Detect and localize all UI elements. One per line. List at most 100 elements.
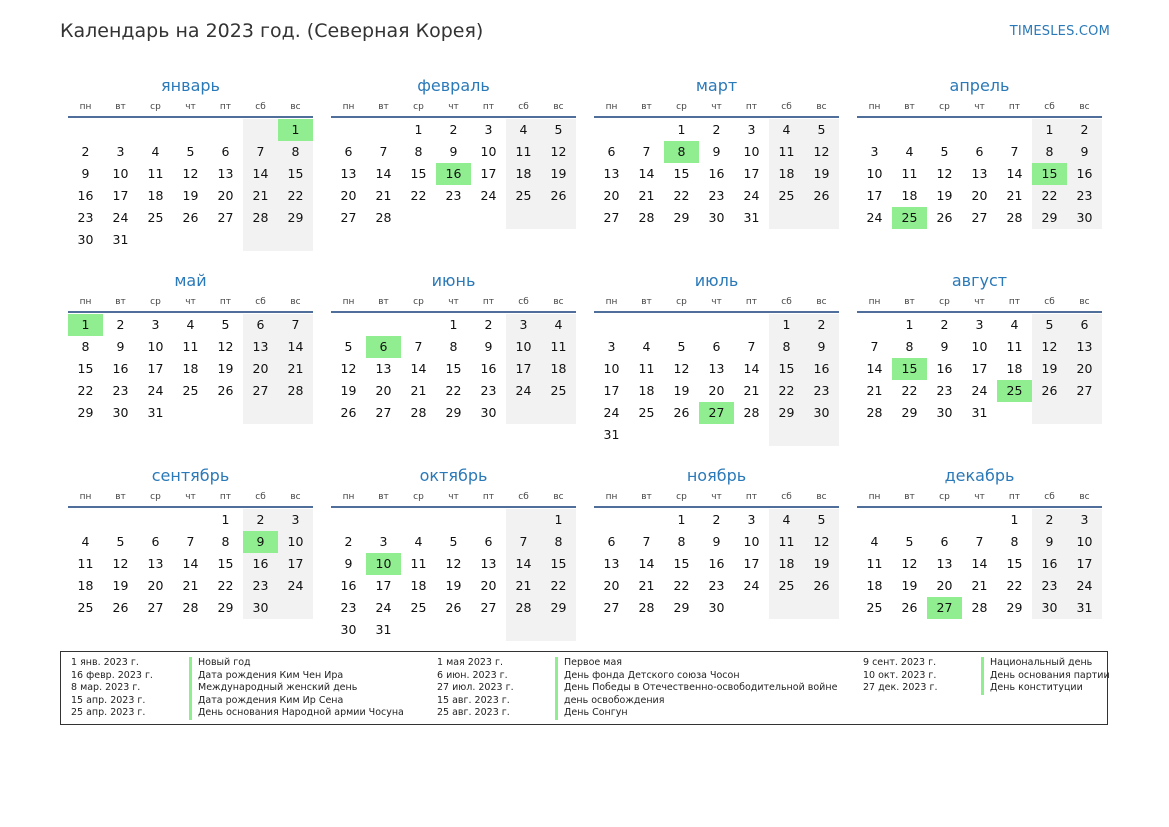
- legend-row: 9 сент. 2023 г. Национальный день: [863, 657, 1110, 670]
- day-cell-empty: [629, 509, 664, 531]
- month-name: август: [951, 271, 1008, 290]
- day-cell: 13: [1067, 336, 1102, 358]
- month-1: февраль пн вт ср чт пт сб вс 1 2 3 4 5 6 7 8 9 10 11 12 13 14…: [331, 75, 576, 270]
- legend-column: 1 янв. 2023 г. Новый год 16 февр. 2023 г. Д…: [71, 657, 404, 720]
- day-cell-empty: [699, 424, 734, 446]
- legend-holiday-name: День основания Народной армии Чосуна: [198, 707, 404, 718]
- day-cell: 18: [638, 383, 655, 398]
- day-cell: 19: [1032, 358, 1067, 380]
- day-grid: 1 2 3 4 5 6 7 8 9 10 11 12 13 14 15 16 17 18 19 20 21 22 23 24 2…: [594, 509, 839, 619]
- day-cell: 27: [340, 210, 357, 225]
- day-cell: 16: [112, 361, 129, 376]
- weekday-label: вс: [816, 297, 827, 307]
- month-name: май: [174, 271, 207, 290]
- day-cell: 13: [971, 166, 988, 181]
- day-grid: 1 2 3 4 5 6 7 8 9 10 11 12 13 14 15 16 17 18 19 20 21 22 23 24 2…: [594, 119, 839, 229]
- weekday-label: вс: [290, 297, 301, 307]
- legend-row: 10 окт. 2023 г. День основания партии: [863, 669, 1110, 682]
- day-cell: 24: [375, 600, 392, 615]
- day-cell: 23: [243, 575, 278, 597]
- day-cell: 16: [340, 578, 357, 593]
- month-divider: [857, 311, 1102, 313]
- day-cell: 1: [541, 509, 576, 531]
- site-link[interactable]: TIMESLES.COM: [1009, 24, 1110, 39]
- legend-marker: [189, 694, 192, 707]
- day-cell-empty: [734, 424, 769, 446]
- day-cell: 1: [1032, 119, 1067, 141]
- day-cell: 16: [708, 556, 725, 571]
- day-cell-empty: [243, 119, 278, 141]
- weekday-label: вт: [904, 102, 915, 112]
- day-cell: 23: [708, 578, 725, 593]
- day-cell: 30: [1032, 597, 1067, 619]
- day-cell: 23: [708, 188, 725, 203]
- weekday-label: ср: [676, 102, 687, 112]
- day-cell: 23: [1067, 185, 1102, 207]
- day-cell: 27: [375, 405, 392, 420]
- weekday-label: пн: [342, 492, 355, 502]
- day-cell-holiday: 1: [68, 314, 103, 336]
- weekday-label: сб: [1044, 492, 1055, 502]
- day-cell: 15: [673, 166, 690, 181]
- day-cell: 27: [243, 380, 278, 402]
- day-cell: 4: [186, 317, 195, 332]
- day-cell-empty: [278, 229, 313, 251]
- day-grid: 1 2 3 4 5 6 7 8 9 10 11 12 13 14 15 16 17 18 19 20 21 22 23 24 2…: [594, 314, 839, 446]
- day-cell: 4: [769, 119, 804, 141]
- day-cell: 2: [804, 314, 839, 336]
- day-cell: 16: [708, 166, 725, 181]
- legend-date: 1 янв. 2023 г.: [71, 657, 139, 668]
- day-cell: 17: [1067, 553, 1102, 575]
- weekday-header: пн вт ср чт пт сб вс: [331, 101, 576, 115]
- weekday-label: пн: [868, 102, 881, 112]
- day-cell: 17: [278, 553, 313, 575]
- day-cell: 5: [677, 339, 686, 354]
- weekday-label: чт: [185, 297, 196, 307]
- day-cell: 30: [112, 405, 129, 420]
- day-cell: 1: [221, 512, 230, 527]
- day-cell: 2: [1032, 509, 1067, 531]
- day-cell: 18: [769, 163, 804, 185]
- day-cell: 9: [1067, 141, 1102, 163]
- day-cell: 1: [677, 512, 686, 527]
- month-divider: [857, 116, 1102, 118]
- day-cell: 30: [708, 600, 725, 615]
- day-cell: 13: [243, 336, 278, 358]
- weekday-label: вс: [290, 102, 301, 112]
- day-cell-empty: [68, 509, 103, 531]
- day-cell: 24: [743, 188, 760, 203]
- day-cell: 13: [340, 166, 357, 181]
- day-cell: 25: [866, 600, 883, 615]
- day-cell: 29: [901, 405, 918, 420]
- weekday-label: ср: [939, 492, 950, 502]
- day-cell: 19: [804, 553, 839, 575]
- day-cell: 27: [147, 600, 164, 615]
- month-name: июнь: [431, 271, 476, 290]
- weekday-header: пн вт ср чт пт сб вс: [68, 491, 313, 505]
- weekday-label: ср: [150, 102, 161, 112]
- day-cell: 25: [769, 575, 804, 597]
- day-cell: 25: [147, 210, 164, 225]
- day-cell-empty: [541, 619, 576, 641]
- day-cell: 29: [1006, 600, 1023, 615]
- day-cell: 10: [278, 531, 313, 553]
- day-cell: 28: [182, 600, 199, 615]
- legend-marker: [555, 707, 558, 720]
- weekday-label: пн: [605, 102, 618, 112]
- day-cell: 8: [769, 336, 804, 358]
- day-cell: 9: [712, 144, 721, 159]
- day-cell: 8: [677, 534, 686, 549]
- weekday-header: пн вт ср чт пт сб вс: [68, 101, 313, 115]
- day-cell: 17: [603, 383, 620, 398]
- day-cell: 18: [769, 553, 804, 575]
- day-cell: 23: [480, 383, 497, 398]
- weekday-label: пн: [605, 492, 618, 502]
- day-cell-empty: [243, 229, 278, 251]
- day-cell: 4: [642, 339, 651, 354]
- day-cell: 21: [375, 188, 392, 203]
- day-cell: 23: [77, 210, 94, 225]
- legend-marker: [189, 657, 192, 670]
- legend-row: 27 июл. 2023 г. День Победы в Отечественн…: [437, 682, 837, 695]
- day-cell: 25: [769, 185, 804, 207]
- day-cell-holiday: 25: [892, 207, 927, 229]
